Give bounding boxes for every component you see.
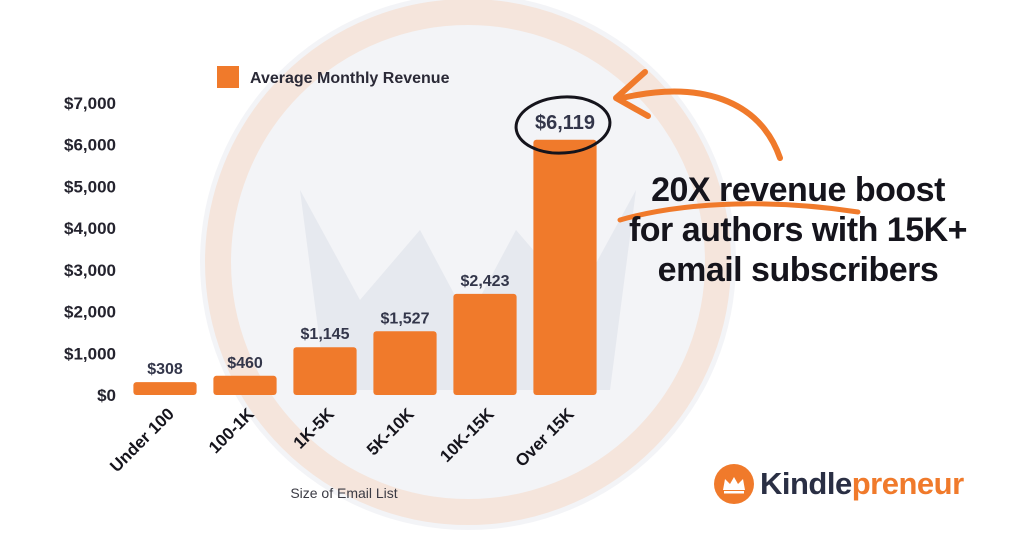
headline-line-2: for authors with 15K+ (628, 211, 968, 249)
bar (293, 347, 357, 395)
bar-value-label: $460 (227, 355, 263, 372)
legend-swatch (217, 66, 239, 88)
x-tick-label: Over 15K (512, 404, 579, 471)
y-axis-ticks: $0 $1,000 $2,000 $3,000 $4,000 $5,000 $6,000 $7… (64, 94, 116, 405)
bar-value-label: $2,423 (461, 273, 510, 290)
arrow-head (613, 69, 651, 119)
y-tick-label: $2,000 (64, 303, 116, 322)
brand-name-part-1: Kindle (760, 466, 852, 501)
x-tick-label: Under 100 (106, 404, 178, 476)
bar (373, 331, 437, 395)
bar-value-label: $1,145 (301, 326, 350, 343)
bar-value-label: $308 (147, 361, 183, 378)
crown-icon (714, 464, 754, 504)
x-tick-label: 5K-10K (363, 404, 418, 459)
arrow-curve (619, 88, 783, 161)
bar (213, 375, 277, 395)
headline-line-3: email subscribers (657, 251, 939, 289)
y-tick-label: $7,000 (64, 94, 116, 113)
value-labels: $308 $460 $1,145 $1,527 $2,423 $6,119 (147, 112, 595, 378)
category-labels: Under 100 100-1K 1K-5K 5K-10K 10K-15K Over 15… (106, 404, 578, 476)
y-tick-label: $5,000 (64, 177, 116, 196)
bar (533, 139, 597, 395)
headline: 20X revenue boost for authors with 15K+ … (598, 170, 998, 290)
y-tick-label: $0 (97, 386, 116, 405)
y-tick-label: $3,000 (64, 261, 116, 280)
x-axis-label: Size of Email List (290, 485, 397, 501)
brand-name: Kindlepreneur (760, 466, 964, 502)
highlight-circle (514, 95, 612, 155)
brand-logo: Kindlepreneur (714, 462, 964, 506)
headline-line-1: 20X revenue boost (651, 171, 945, 209)
legend-label: Average Monthly Revenue (250, 70, 450, 87)
brand-name-part-2: preneur (851, 466, 964, 501)
headline-underline (617, 201, 861, 223)
highlight-value-label: $6,119 (535, 112, 595, 134)
y-tick-label: $1,000 (64, 344, 116, 363)
bar (453, 293, 517, 395)
y-tick-label: $4,000 (64, 219, 116, 238)
bar-value-label: $1,527 (381, 310, 430, 327)
x-tick-label: 1K-5K (290, 404, 339, 453)
x-tick-label: 100-1K (205, 404, 258, 457)
x-tick-label: 10K-15K (436, 404, 498, 466)
y-tick-label: $6,000 (64, 136, 116, 155)
bars (133, 139, 597, 395)
bar (133, 382, 197, 395)
